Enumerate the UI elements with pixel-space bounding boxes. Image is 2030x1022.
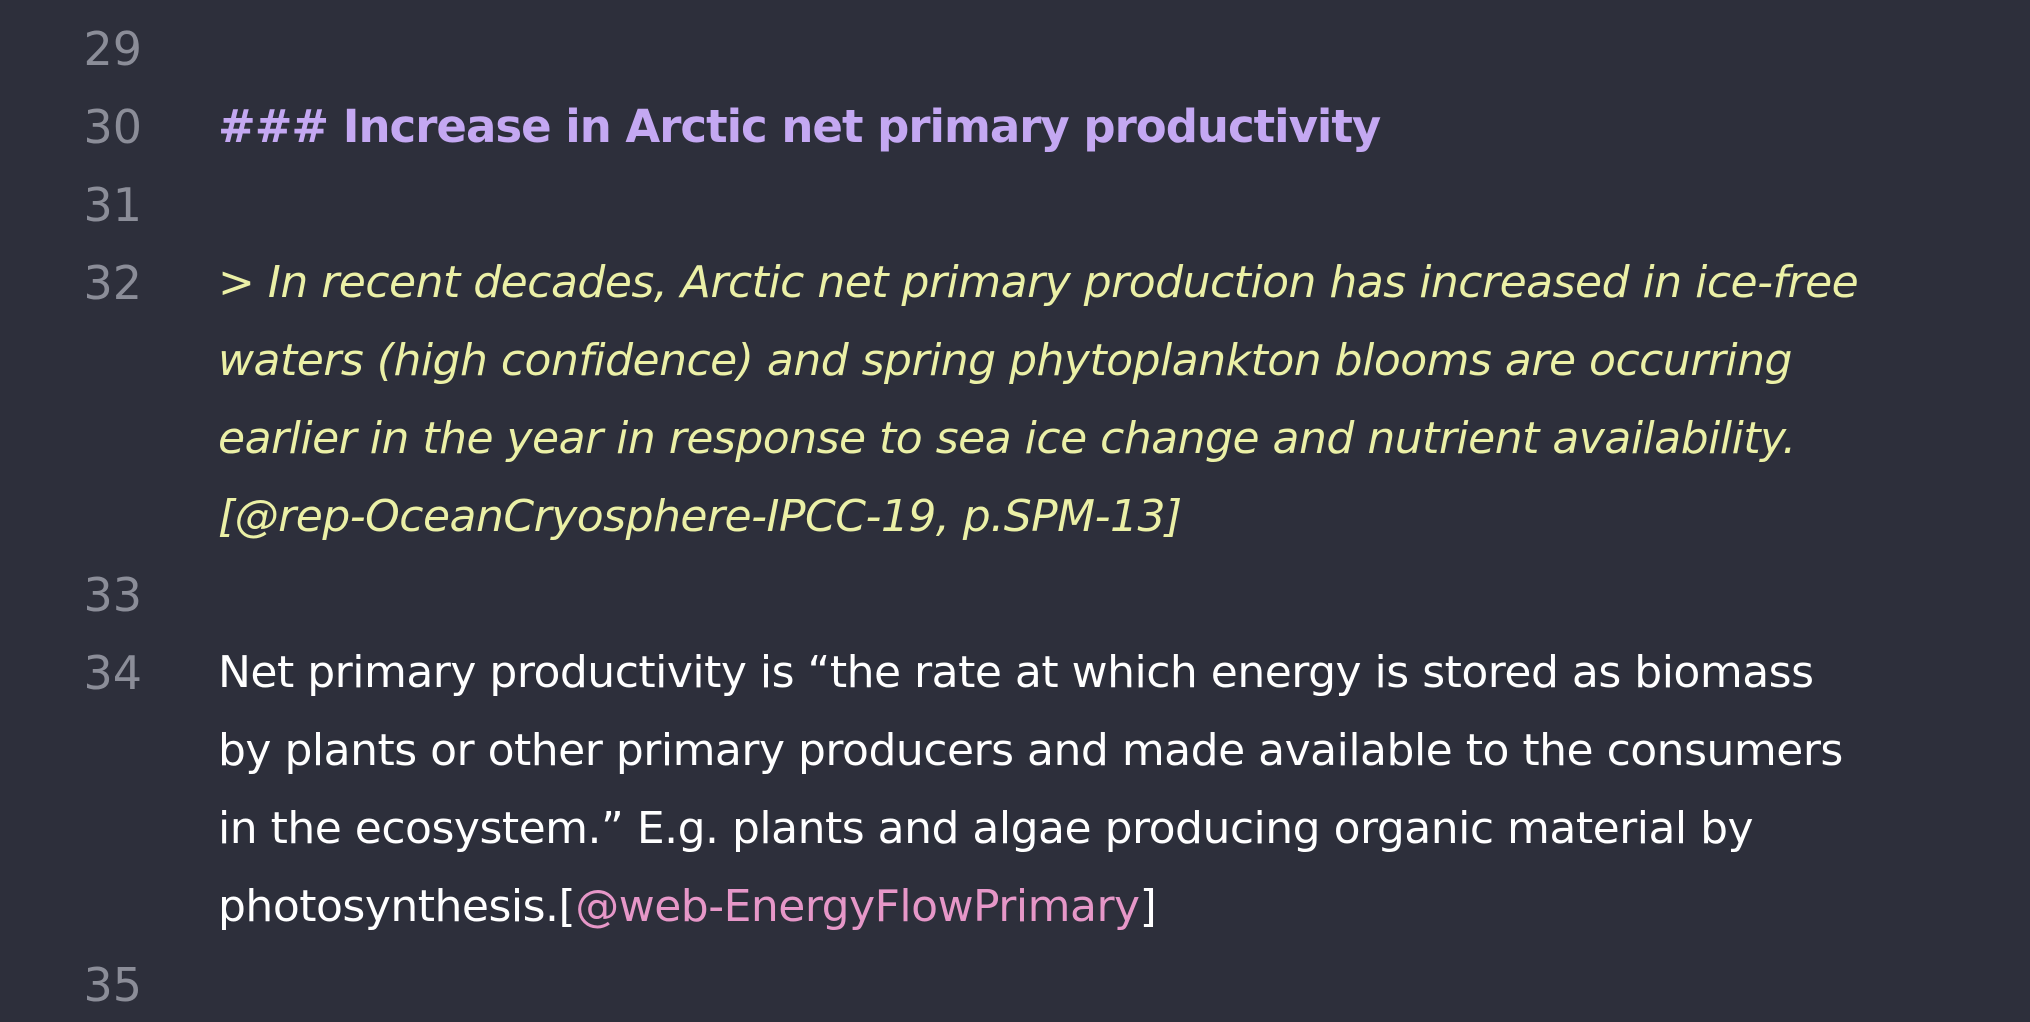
editor-line-33[interactable]: 33 [0, 556, 2030, 634]
markdown-heading[interactable]: ### Increase in Arctic net primary produ… [218, 100, 1381, 153]
line-number: 30 [83, 100, 142, 154]
editor-line-29[interactable]: 29 [0, 10, 2030, 88]
line-number: 32 [83, 256, 142, 310]
line-number: 31 [83, 178, 142, 232]
markdown-paragraph[interactable]: Net primary productivity is “the rate at… [218, 634, 1878, 946]
citation-key[interactable]: @web-EnergyFlowPrimary [575, 881, 1140, 932]
line-number: 33 [83, 568, 142, 622]
editor-line-30[interactable]: 30 ### Increase in Arctic net primary pr… [0, 88, 2030, 166]
editor-line-35[interactable]: 35 [0, 946, 2030, 1022]
markdown-blockquote[interactable]: > In recent decades, Arctic net primary … [218, 257, 1859, 542]
editor-line-32[interactable]: 32 > In recent decades, Arctic net prima… [0, 244, 2030, 556]
line-number: 35 [83, 958, 142, 1012]
editor-line-31[interactable]: 31 [0, 166, 2030, 244]
paragraph-text-end: ] [1139, 881, 1157, 932]
line-number: 29 [83, 22, 142, 76]
line-number: 34 [83, 646, 142, 700]
editor-line-34[interactable]: 34 Net primary productivity is “the rate… [0, 634, 2030, 946]
paragraph-text: Net primary productivity is “the rate at… [218, 647, 1843, 932]
